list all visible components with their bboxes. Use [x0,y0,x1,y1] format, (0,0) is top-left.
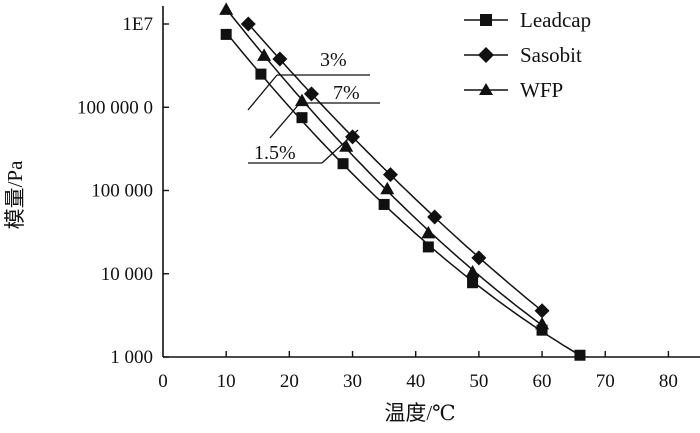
y-tick-label: 100 000 0 [77,97,153,118]
series-line-sasobit [247,23,543,312]
x-tick-label: 50 [469,371,488,392]
y-tick-label: 10 000 [101,264,153,285]
legend: Leadcap Sasobit WFP [464,8,591,102]
x-tick-label: 80 [659,371,678,392]
data-point-sasobit [240,16,256,32]
x-tick-label: 60 [533,371,552,392]
data-point-leadcap [296,112,308,124]
series-line-leadcap [225,32,581,356]
x-tick-label: 70 [596,371,615,392]
legend-label: Leadcap [520,8,591,32]
axes [162,6,700,358]
x-tick-label: 0 [158,371,168,392]
annotation-label: 3% [320,49,347,71]
data-point-wfp [535,316,550,330]
x-tick-label: 40 [406,371,425,392]
annotation-label: 1.5% [254,142,296,164]
data-point-sasobit [534,303,550,319]
annotation-label: 7% [333,82,360,104]
data-point-sasobit [427,209,443,225]
diamond-marker-icon [478,47,494,63]
data-point-leadcap [220,28,232,40]
data-point-wfp [380,181,395,195]
data-point-wfp [339,139,354,152]
data-point-sasobit [345,129,361,145]
data-point-sasobit [382,167,398,183]
y-axis-title: 模量/Pa [3,160,27,230]
legend-label: WFP [520,78,563,102]
data-point-leadcap [255,68,267,80]
annotation-7pct: 7% [269,82,380,139]
triangle-marker-icon [479,83,493,95]
data-point-leadcap [337,158,349,170]
data-point-sasobit [303,86,319,102]
data-point-leadcap [378,198,390,210]
x-tick-label: 20 [280,371,299,392]
data-point-wfp [421,225,436,239]
data-point-leadcap [574,349,586,361]
data-point-wfp [257,48,272,61]
annotation-1-5pct: 1.5% [248,129,359,164]
data-point-wfp [219,2,234,15]
x-tick-label: 30 [343,371,362,392]
data-point-leadcap [536,324,548,336]
square-marker-icon [480,14,492,26]
annotation-3pct: 3% [247,49,370,111]
legend-item-wfp: WFP [464,78,563,102]
data-point-leadcap [467,277,479,289]
legend-item-sasobit: Sasobit [464,43,582,67]
data-point-leadcap [422,241,434,253]
x-axis-title: 温度/℃ [384,401,455,425]
data-point-sasobit [471,250,487,266]
data-point-sasobit [272,51,288,67]
data-point-wfp [465,264,480,278]
legend-label: Sasobit [520,43,582,67]
legend-item-leadcap: Leadcap [464,8,591,32]
y-tick-label: 100 000 [91,181,153,202]
y-tick-label: 1 000 [110,347,153,368]
tick-labels: 0 10 20 30 40 50 60 70 80 1 000 10 000 100 000 100 0… [77,14,678,392]
series-line-wfp [225,8,543,326]
series-markers [219,2,586,361]
y-tick-label: 1E7 [122,14,153,35]
x-tick-label: 10 [217,371,236,392]
